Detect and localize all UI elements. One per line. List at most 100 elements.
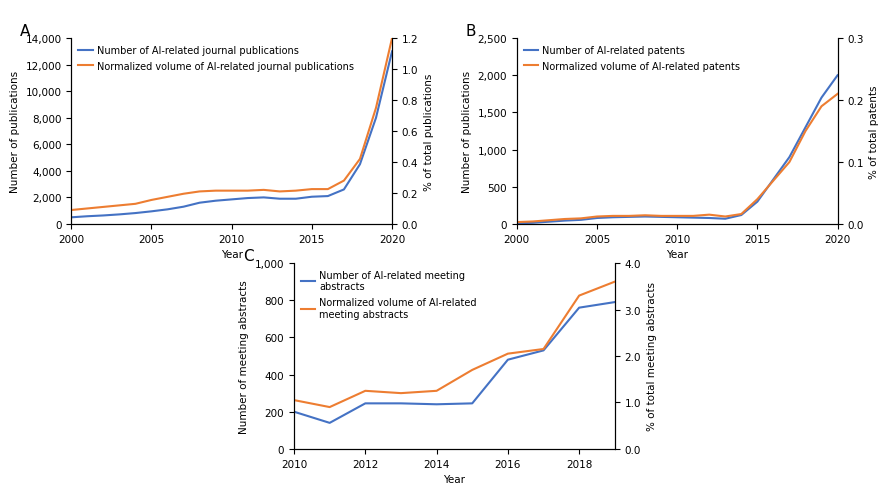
Number of AI-related journal publications — [242, 196, 253, 202]
Normalized volume of AI-related patents — [576, 216, 586, 222]
Number of AI-related meeting
abstracts — [503, 357, 513, 363]
Normalized volume of AI-related journal publications — [210, 188, 221, 194]
Normalized volume of AI-related patents — [544, 218, 554, 224]
Number of AI-related journal publications — [82, 214, 93, 220]
Normalized volume of AI-related journal publications — [323, 187, 333, 193]
Number of AI-related patents — [800, 125, 811, 131]
Normalized volume of AI-related patents — [816, 104, 827, 110]
Normalized volume of AI-related
meeting abstracts — [431, 388, 442, 394]
Normalized volume of AI-related patents — [736, 212, 747, 218]
Y-axis label: % of total publications: % of total publications — [424, 73, 434, 190]
Normalized volume of AI-related patents — [560, 217, 570, 223]
Line: Normalized volume of AI-related
meeting abstracts: Normalized volume of AI-related meeting … — [294, 282, 615, 407]
Number of AI-related journal publications — [387, 49, 397, 55]
Line: Number of AI-related patents: Number of AI-related patents — [517, 76, 838, 224]
Normalized volume of AI-related journal publications — [242, 188, 253, 194]
Number of AI-related journal publications — [371, 116, 381, 122]
Legend: Number of AI-related journal publications, Normalized volume of AI-related journ: Number of AI-related journal publication… — [76, 44, 356, 74]
Number of AI-related patents — [527, 221, 538, 226]
Number of AI-related patents — [704, 216, 715, 222]
Normalized volume of AI-related patents — [832, 92, 843, 98]
Normalized volume of AI-related journal publications — [226, 188, 237, 194]
Number of AI-related patents — [560, 218, 570, 224]
Normalized volume of AI-related patents — [800, 129, 811, 135]
Normalized volume of AI-related journal publications — [98, 204, 109, 210]
Normalized volume of AI-related journal publications — [66, 207, 77, 213]
Normalized volume of AI-related journal publications — [130, 202, 141, 207]
Normalized volume of AI-related
meeting abstracts — [360, 388, 371, 394]
Normalized volume of AI-related journal publications — [114, 203, 125, 209]
Normalized volume of AI-related patents — [511, 220, 522, 225]
Normalized volume of AI-related journal publications — [307, 187, 317, 193]
Legend: Number of AI-related patents, Normalized volume of AI-related patents: Number of AI-related patents, Normalized… — [521, 44, 742, 74]
Normalized volume of AI-related journal publications — [194, 189, 205, 195]
Normalized volume of AI-related
meeting abstracts — [289, 397, 299, 403]
Number of AI-related journal publications — [162, 207, 173, 213]
Normalized volume of AI-related patents — [608, 214, 618, 220]
Number of AI-related journal publications — [210, 198, 221, 204]
Y-axis label: Number of publications: Number of publications — [10, 71, 20, 193]
Normalized volume of AI-related patents — [752, 197, 763, 203]
Number of AI-related patents — [752, 199, 763, 205]
Normalized volume of AI-related
meeting abstracts — [609, 279, 620, 285]
Number of AI-related patents — [672, 215, 683, 221]
Normalized volume of AI-related journal publications — [387, 36, 397, 42]
Number of AI-related meeting
abstracts — [467, 401, 478, 407]
Text: A: A — [20, 24, 30, 39]
Number of AI-related journal publications — [194, 201, 205, 206]
Y-axis label: Number of meeting abstracts: Number of meeting abstracts — [240, 280, 249, 433]
Line: Normalized volume of AI-related journal publications: Normalized volume of AI-related journal … — [71, 39, 392, 210]
Number of AI-related patents — [511, 221, 522, 226]
Number of AI-related meeting
abstracts — [289, 409, 299, 415]
Y-axis label: % of total patents: % of total patents — [870, 85, 879, 179]
Number of AI-related patents — [544, 219, 554, 225]
Normalized volume of AI-related patents — [624, 214, 634, 220]
Number of AI-related patents — [736, 213, 747, 219]
Text: C: C — [242, 249, 253, 264]
Number of AI-related meeting
abstracts — [609, 300, 620, 305]
Y-axis label: % of total meeting abstracts: % of total meeting abstracts — [647, 282, 657, 430]
Number of AI-related meeting
abstracts — [324, 420, 335, 426]
Normalized volume of AI-related journal publications — [274, 189, 285, 195]
Normalized volume of AI-related journal publications — [82, 206, 93, 212]
Number of AI-related journal publications — [178, 204, 189, 210]
Number of AI-related patents — [720, 216, 731, 222]
Legend: Number of AI-related meeting
abstracts, Normalized volume of AI-related
meeting : Number of AI-related meeting abstracts, … — [298, 268, 478, 321]
Number of AI-related journal publications — [98, 213, 109, 219]
Number of AI-related patents — [656, 215, 666, 221]
Normalized volume of AI-related patents — [527, 219, 538, 225]
Number of AI-related patents — [688, 215, 699, 221]
Normalized volume of AI-related patents — [592, 214, 602, 220]
Number of AI-related meeting
abstracts — [360, 401, 371, 407]
Number of AI-related patents — [592, 216, 602, 222]
Number of AI-related patents — [576, 218, 586, 224]
Normalized volume of AI-related journal publications — [290, 188, 301, 194]
Number of AI-related patents — [624, 215, 634, 221]
Normalized volume of AI-related journal publications — [162, 195, 173, 201]
Normalized volume of AI-related patents — [768, 178, 779, 184]
Normalized volume of AI-related journal publications — [146, 198, 157, 203]
Number of AI-related journal publications — [323, 194, 333, 200]
Number of AI-related patents — [768, 177, 779, 183]
Normalized volume of AI-related journal publications — [355, 157, 365, 163]
Number of AI-related journal publications — [290, 196, 301, 202]
Number of AI-related journal publications — [307, 194, 317, 200]
Normalized volume of AI-related patents — [784, 160, 795, 165]
Number of AI-related meeting
abstracts — [574, 305, 584, 311]
Normalized volume of AI-related journal publications — [258, 187, 269, 193]
Normalized volume of AI-related patents — [656, 214, 666, 220]
Number of AI-related journal publications — [258, 195, 269, 201]
Number of AI-related journal publications — [226, 197, 237, 203]
Line: Number of AI-related journal publications: Number of AI-related journal publication… — [71, 52, 392, 218]
Number of AI-related patents — [784, 155, 795, 161]
Number of AI-related journal publications — [355, 162, 365, 168]
Normalized volume of AI-related
meeting abstracts — [324, 404, 335, 410]
Normalized volume of AI-related patents — [672, 214, 683, 220]
Number of AI-related patents — [608, 215, 618, 221]
Normalized volume of AI-related journal publications — [178, 191, 189, 197]
Normalized volume of AI-related
meeting abstracts — [538, 346, 549, 352]
Line: Normalized volume of AI-related patents: Normalized volume of AI-related patents — [517, 95, 838, 223]
Normalized volume of AI-related
meeting abstracts — [467, 367, 478, 373]
Number of AI-related patents — [832, 73, 843, 79]
X-axis label: Year: Year — [444, 474, 465, 484]
